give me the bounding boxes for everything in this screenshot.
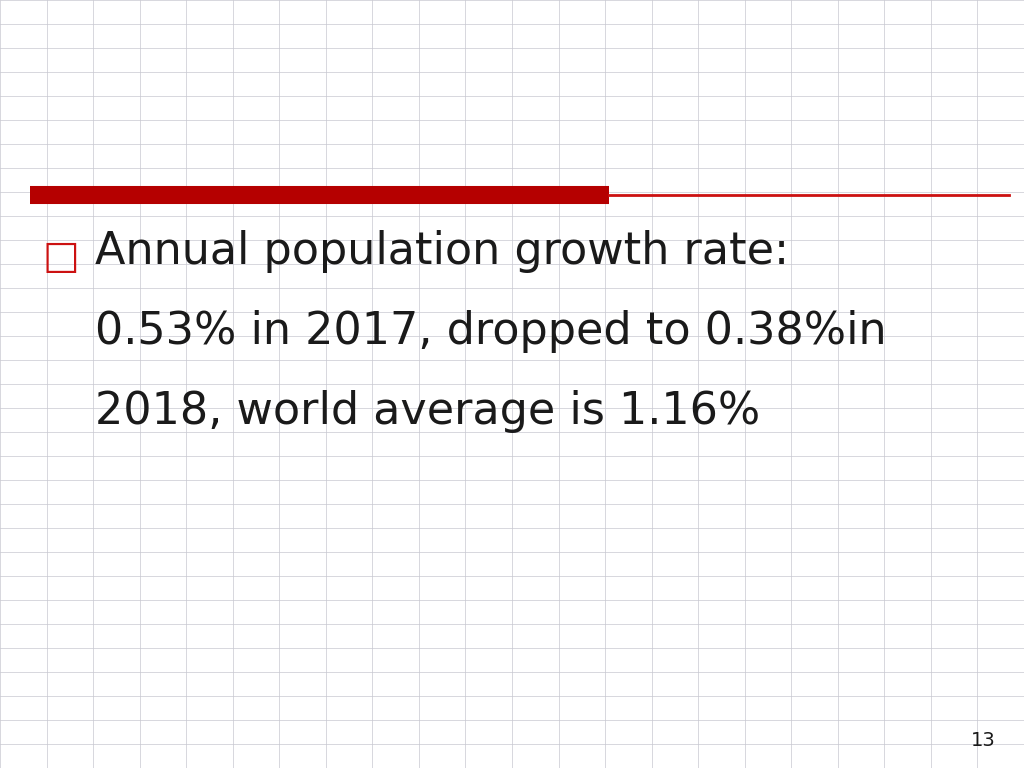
Text: 13: 13 — [971, 731, 996, 750]
Text: Annual population growth rate:: Annual population growth rate: — [95, 230, 790, 273]
Text: 2018, world average is 1.16%: 2018, world average is 1.16% — [95, 390, 760, 433]
Text: □: □ — [42, 238, 79, 276]
Text: 0.53% in 2017, dropped to 0.38%in: 0.53% in 2017, dropped to 0.38%in — [95, 310, 887, 353]
